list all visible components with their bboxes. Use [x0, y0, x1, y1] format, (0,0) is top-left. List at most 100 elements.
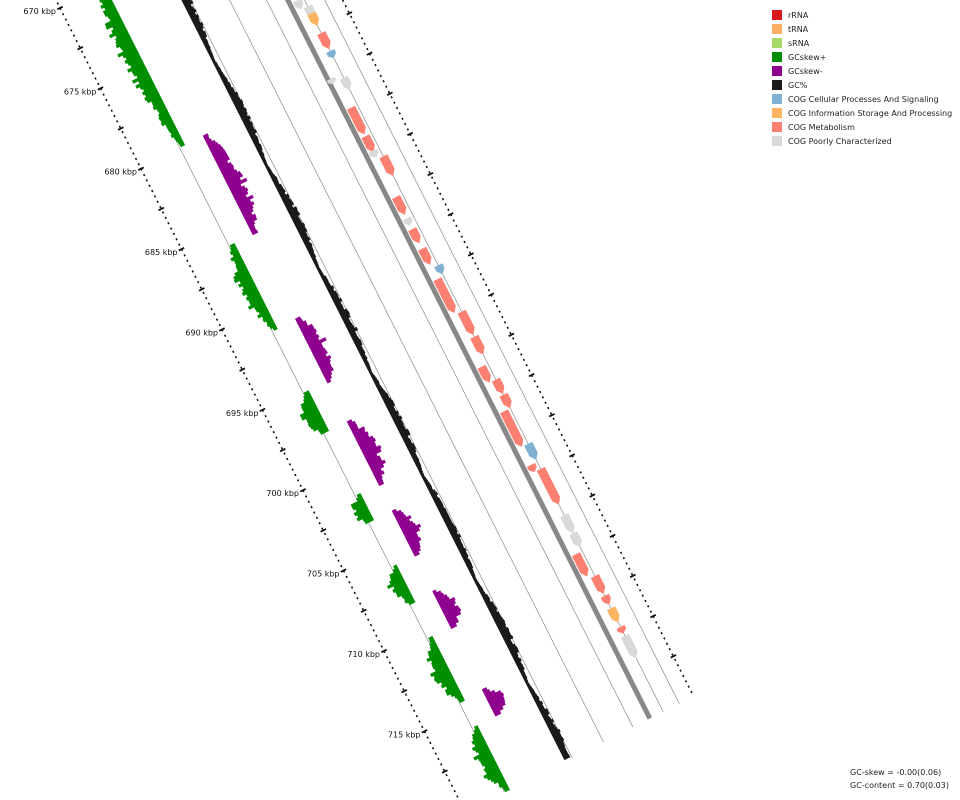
gc-bar	[355, 341, 363, 348]
ruler-dot	[538, 390, 542, 394]
skew-bar	[272, 326, 278, 331]
ruler-dot	[533, 380, 536, 383]
skew-bar	[401, 591, 412, 599]
ruler-dot	[148, 184, 151, 187]
ruler-dot	[441, 197, 445, 201]
ruler-dot	[352, 21, 356, 24]
ruler-dot	[331, 548, 335, 552]
gc-bar	[183, 0, 194, 8]
ruler-dot	[78, 45, 81, 48]
ruler-dot	[70, 29, 73, 32]
skew-bar	[210, 146, 224, 155]
ruler-dot	[164, 216, 167, 220]
ruler-dot	[522, 358, 526, 362]
ruler-dot	[172, 232, 176, 236]
ruler-tick	[279, 447, 286, 453]
gc-bar	[448, 525, 457, 533]
skew-bar	[296, 318, 304, 325]
ruler-label: 680 kbp	[104, 168, 137, 177]
skew-bar	[152, 101, 165, 111]
gc-bar	[202, 39, 209, 45]
skew-bar	[458, 697, 465, 703]
gc-bar	[548, 724, 557, 731]
ruler-dot	[105, 98, 108, 102]
skew-bar	[305, 334, 320, 344]
gc-bar	[369, 372, 375, 378]
ruler-dot	[223, 334, 227, 337]
skew-bar	[115, 29, 129, 39]
skew-bar	[483, 768, 501, 779]
gc-bar	[313, 259, 318, 265]
legend-item: COG Information Storage And Processing	[772, 106, 952, 120]
ruler-dot	[80, 50, 84, 54]
skew-bar	[233, 256, 243, 264]
skew-bar	[307, 417, 324, 428]
ruler-dot	[115, 120, 119, 123]
skew-bar	[160, 115, 172, 124]
ruler-dot	[259, 404, 262, 407]
skew-bar	[407, 599, 416, 606]
gc-bar	[298, 228, 308, 236]
ruler-dot	[609, 530, 612, 533]
gc-skew-track	[99, 0, 510, 793]
gc-bar	[295, 222, 306, 230]
ruler-dot	[202, 291, 205, 295]
skew-bar	[371, 463, 385, 473]
ruler-dot	[350, 586, 354, 589]
ruler-tick	[137, 166, 145, 171]
ruler-tick	[407, 131, 414, 137]
ruler-dot	[337, 559, 340, 563]
gc-bar	[418, 468, 424, 474]
skew-bar	[355, 503, 368, 513]
skew-bar	[206, 139, 217, 147]
gc-bar	[510, 648, 520, 656]
skew-bar	[303, 392, 312, 400]
gc-bar	[395, 421, 404, 428]
skew-bar	[432, 589, 438, 595]
ruler-dot	[321, 527, 324, 530]
gc-bar	[259, 152, 265, 158]
gc-bar	[232, 97, 241, 104]
ruler-dot	[107, 104, 111, 107]
ruler-label: 670 kbp	[23, 7, 56, 16]
skew-bar	[473, 725, 479, 730]
ruler-dot	[568, 449, 572, 453]
ruler-dot	[517, 347, 520, 351]
gc-bar	[392, 415, 403, 423]
skew-bar	[449, 623, 458, 630]
skew-bar	[258, 307, 269, 315]
skew-bar	[356, 495, 364, 502]
skew-bar	[135, 77, 153, 89]
ruler-dot	[429, 741, 432, 745]
skew-bar	[297, 320, 308, 328]
skew-bar	[141, 85, 157, 96]
cog-feature	[607, 606, 620, 623]
skew-bar	[233, 269, 250, 281]
ruler-tick	[421, 729, 428, 734]
gc-bar	[549, 726, 558, 734]
ruler-dot	[514, 342, 518, 346]
gc-bar	[301, 234, 309, 241]
ruler-dot	[199, 286, 203, 289]
ruler-dot	[544, 401, 547, 404]
gc-bar	[237, 107, 248, 115]
gc-bar	[438, 507, 447, 514]
cog-feature-track	[293, 0, 638, 659]
gc-bar	[191, 17, 200, 24]
ruler-dot	[630, 572, 634, 576]
gc-bar	[503, 634, 514, 643]
gc-bar	[490, 609, 498, 616]
gc-bar	[248, 129, 258, 136]
ruler-dot	[420, 154, 423, 158]
gc-bar	[371, 374, 377, 380]
skew-bar	[227, 177, 242, 187]
skew-bar	[247, 220, 256, 228]
ruler-dot	[590, 492, 593, 496]
gc-bar	[188, 12, 197, 19]
ruler-dot	[341, 0, 345, 3]
skew-bar	[426, 651, 443, 663]
ruler-tick	[117, 126, 124, 131]
gc-bar	[205, 45, 211, 51]
ruler-outer-dots	[341, 0, 693, 694]
gc-bar	[365, 364, 371, 370]
